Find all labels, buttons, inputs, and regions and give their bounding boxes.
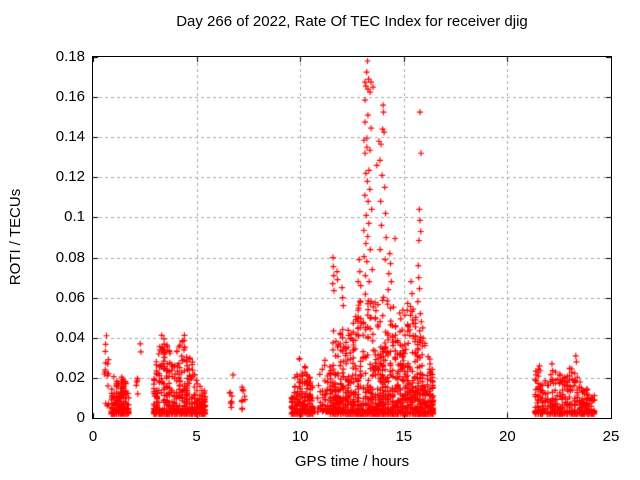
chart-title: Day 266 of 2022, Rate Of TEC Index for r… [176, 13, 528, 30]
plot-area-border [92, 56, 612, 419]
x-axis-label: GPS time / hours [294, 453, 410, 470]
y-tick-label: 0 [76, 409, 85, 426]
scatter-plot-canvas [93, 57, 611, 418]
y-tick-label: 0.1 [64, 208, 85, 226]
y-tick-label: 0.14 [55, 128, 85, 146]
x-tick-label: 20 [499, 428, 516, 445]
x-tick-label: 15 [395, 428, 413, 445]
y-tick-label: 0.08 [55, 248, 85, 266]
x-tick-label: 10 [291, 428, 309, 445]
y-tick-label: 0.18 [55, 48, 85, 65]
x-tick-label: 5 [192, 428, 201, 445]
y-tick-label: 0.04 [55, 328, 85, 346]
y-tick-label: 0.02 [55, 368, 85, 386]
y-tick-label: 0.12 [55, 168, 85, 186]
y-tick-label: 0.16 [55, 88, 85, 106]
x-tick-label: 25 [602, 428, 620, 445]
y-tick-label: 0.06 [55, 288, 85, 306]
x-tick-label: 0 [88, 428, 98, 445]
